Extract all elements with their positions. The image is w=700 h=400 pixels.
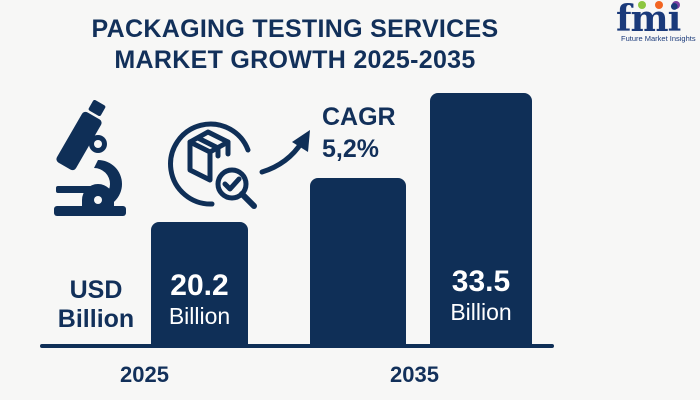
bar-2035-label: 33.5 Billion [430,266,532,326]
bar-2025-label: 20.2 Billion [151,270,248,330]
trend-arrow-icon [259,130,310,175]
bar-2035-unit: Billion [450,299,512,325]
logo-tagline: Future Market Insights [621,34,696,43]
logo-text: fmi [616,0,681,40]
title-line-2: MARKET GROWTH 2025-2035 [114,46,476,74]
logo-dot-orange [655,1,663,9]
bar-2035 [430,93,532,345]
microscope-icon [54,100,126,216]
x-label-2035: 2035 [390,362,439,387]
bar-2035-value: 33.5 [451,265,511,298]
x-label-2025: 2025 [120,362,169,387]
unit-label-line-1: USD [69,276,123,304]
cagr-annotation: CAGR 5,2% [322,101,396,165]
page-title: PACKAGING TESTING SERVICES MARKET GROWTH… [60,14,530,76]
unit-label: USD Billion [52,276,140,334]
title-line-1: PACKAGING TESTING SERVICES [91,15,499,43]
bar-intermediate [310,178,406,345]
unit-label-line-2: Billion [57,305,135,333]
package-inspection-icon [168,121,257,209]
logo-dot-purple [672,1,680,9]
cagr-value: 5,2% [322,135,379,163]
chart-baseline [40,344,554,348]
bar-2025-value: 20.2 [170,269,229,302]
fmi-logo: fmi Future Market Insights [598,0,698,44]
logo-dot-green [638,1,646,9]
bar-2025-unit: Billion [168,303,231,329]
cagr-label: CAGR [322,103,396,131]
bar-2025 [151,222,248,345]
